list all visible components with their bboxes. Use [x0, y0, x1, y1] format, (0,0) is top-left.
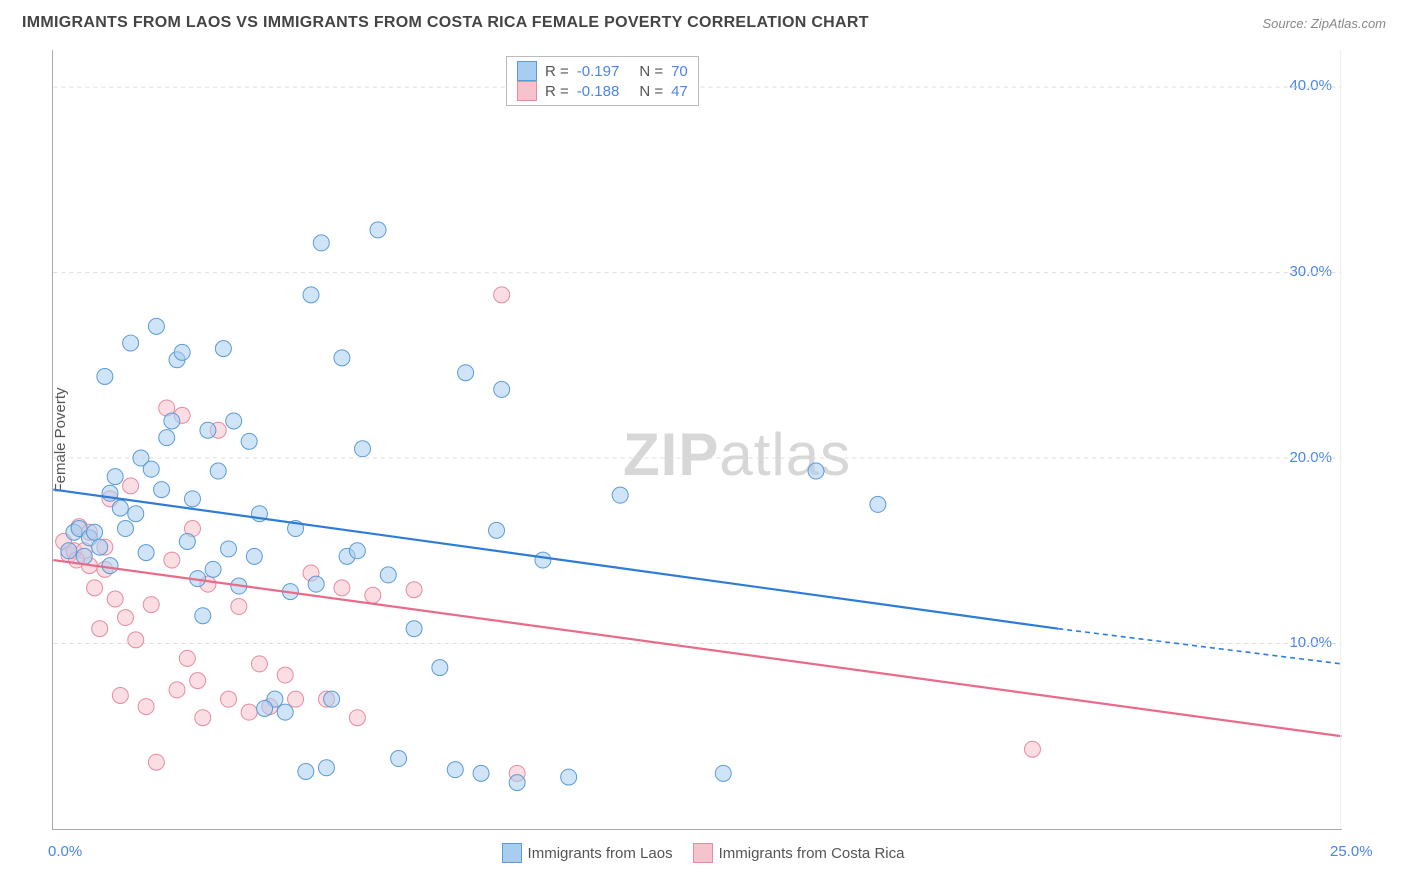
legend-item-laos: Immigrants from Laos [502, 843, 673, 863]
chart-plot-area: ZIPatlas R = -0.197 N = 70 R = -0.188 N … [52, 50, 1342, 830]
swatch-costarica [517, 81, 537, 101]
stat-r-label: R = [545, 83, 569, 100]
swatch-laos [517, 61, 537, 81]
stat-n-laos: 70 [671, 63, 688, 80]
chart-title: IMMIGRANTS FROM LAOS VS IMMIGRANTS FROM … [22, 14, 869, 32]
stat-n-label: N = [639, 83, 663, 100]
legend-label-laos: Immigrants from Laos [528, 845, 673, 862]
stat-r-laos: -0.197 [577, 63, 620, 80]
source-attribution: Source: ZipAtlas.com [1262, 16, 1386, 31]
stat-r-costarica: -0.188 [577, 83, 620, 100]
stat-r-label: R = [545, 63, 569, 80]
bottom-legend: Immigrants from Laos Immigrants from Cos… [0, 843, 1406, 863]
stats-row-costarica: R = -0.188 N = 47 [517, 81, 688, 101]
correlation-stats-box: R = -0.197 N = 70 R = -0.188 N = 47 [506, 56, 699, 106]
stat-n-label: N = [639, 63, 663, 80]
legend-swatch-costarica [693, 843, 713, 863]
legend-swatch-laos [502, 843, 522, 863]
legend-item-costarica: Immigrants from Costa Rica [693, 843, 905, 863]
legend-label-costarica: Immigrants from Costa Rica [719, 845, 905, 862]
stats-row-laos: R = -0.197 N = 70 [517, 61, 688, 81]
scatter-svg [53, 50, 1342, 829]
stat-n-costarica: 47 [671, 83, 688, 100]
